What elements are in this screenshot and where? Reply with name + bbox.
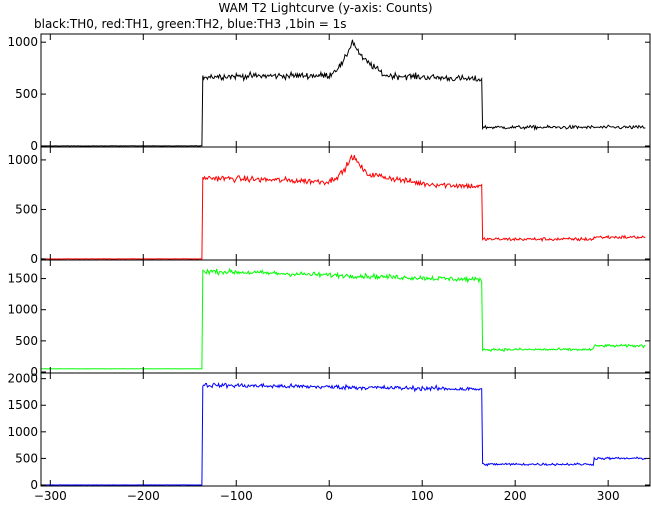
y-tick-label: 1000 [7,303,38,317]
y-tick-label: 500 [15,334,38,348]
y-tick-label: 500 [15,451,38,465]
x-tick-label: −200 [127,489,160,503]
panel-th1: 0 500 1000 [7,146,651,266]
y-tick-label: 0 [30,478,38,492]
x-tick-label: 200 [504,489,527,503]
y-tick-label: 500 [15,87,38,101]
x-tick-label: −300 [34,489,67,503]
y-tick-label: 0 [30,365,38,379]
y-tick-label: 0 [30,252,38,266]
y-tick-label: 1500 [7,272,38,286]
series-line-th1 [40,154,646,260]
panel-th3: 0 500 1000 1500 2000 [7,372,651,492]
y-tick-label: 1000 [7,425,38,439]
y-tick-label: 1000 [7,35,38,49]
x-tick-label: 300 [597,489,620,503]
y-tick-label: 500 [15,202,38,216]
series-line-th0 [41,39,646,147]
panel-th2: 0 500 1000 1500 [7,259,651,379]
y-tick-label: 1000 [7,153,38,167]
x-tick-label: 0 [325,489,333,503]
panel-frame [40,146,651,261]
panel-frame [40,259,651,374]
chart-title: WAM T2 Lightcurve (y-axis: Counts) [218,1,433,15]
x-tick-label: −100 [220,489,253,503]
y-tick-label: 1500 [7,398,38,412]
panel-frame [40,372,651,487]
chart-legend-text: black:TH0, red:TH1, green:TH2, blue:TH3 … [34,17,347,31]
x-tick-label: 100 [411,489,434,503]
panel-th0: 0 500 1000 [7,33,651,153]
y-tick-label: 0 [30,139,38,153]
panel-frame [40,33,651,148]
series-line-th2 [40,267,646,370]
y-tick-label: 2000 [7,372,38,386]
series-line-th3 [40,382,646,486]
